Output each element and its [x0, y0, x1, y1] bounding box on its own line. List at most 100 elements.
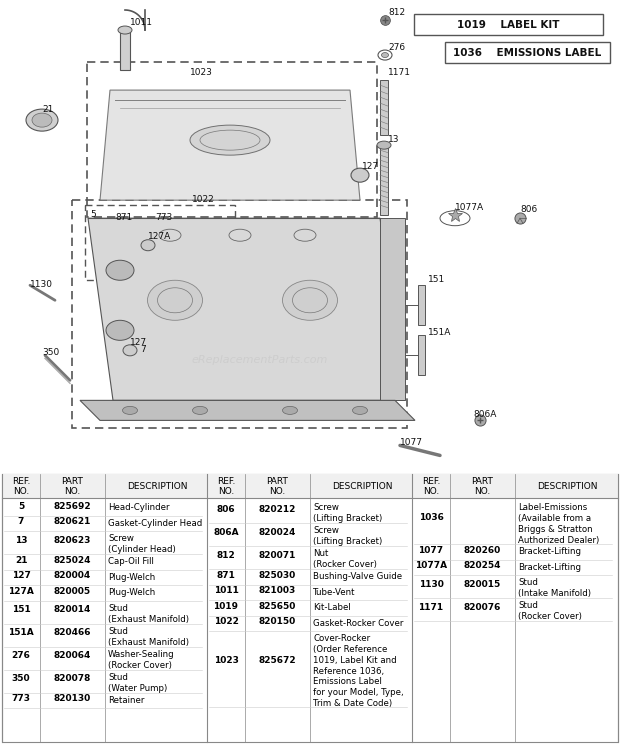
Text: DESCRIPTION: DESCRIPTION: [126, 482, 187, 491]
Text: 1171: 1171: [418, 603, 443, 612]
Text: 127: 127: [362, 162, 379, 171]
Text: Screw
(Lifting Bracket): Screw (Lifting Bracket): [313, 527, 383, 546]
Text: 350: 350: [12, 674, 30, 683]
Text: 825024: 825024: [54, 556, 91, 565]
Text: Gasket-Rocker Cover: Gasket-Rocker Cover: [313, 619, 404, 628]
Ellipse shape: [26, 109, 58, 131]
Bar: [85, 205, 235, 280]
Text: 5: 5: [90, 211, 95, 219]
Text: 820078: 820078: [54, 674, 91, 683]
Text: 820466: 820466: [54, 628, 91, 637]
Text: 1022: 1022: [192, 195, 215, 204]
Text: 820623: 820623: [54, 536, 91, 545]
Text: 820014: 820014: [54, 605, 91, 615]
Bar: [72, 200, 407, 429]
Text: 127A: 127A: [8, 587, 34, 596]
Text: 773: 773: [12, 694, 30, 703]
Text: Retainer: Retainer: [108, 696, 144, 705]
Text: 825692: 825692: [54, 502, 91, 511]
Bar: [87, 62, 377, 217]
Polygon shape: [88, 218, 405, 400]
Text: 5: 5: [18, 502, 24, 511]
Ellipse shape: [118, 26, 132, 34]
Text: 276: 276: [388, 43, 405, 52]
Text: 812: 812: [216, 551, 236, 559]
Text: PART
NO.: PART NO.: [61, 477, 84, 496]
Ellipse shape: [283, 406, 298, 414]
Text: 151A: 151A: [8, 628, 34, 637]
Text: 1077: 1077: [418, 546, 443, 555]
Text: 825672: 825672: [259, 655, 296, 664]
Text: 1130: 1130: [418, 580, 443, 589]
Text: Gasket-Cylinder Head: Gasket-Cylinder Head: [108, 519, 202, 528]
Polygon shape: [80, 400, 415, 420]
Text: Stud
(Intake Manifold): Stud (Intake Manifold): [518, 578, 591, 598]
Text: 806: 806: [520, 205, 538, 214]
Ellipse shape: [283, 280, 337, 321]
Text: Plug-Welch: Plug-Welch: [108, 573, 155, 582]
Ellipse shape: [190, 125, 270, 155]
Text: 1023: 1023: [213, 655, 239, 664]
Text: 13: 13: [388, 135, 399, 144]
Text: 350: 350: [42, 348, 60, 357]
Text: 806: 806: [216, 504, 236, 513]
Text: Bushing-Valve Guide: Bushing-Valve Guide: [313, 572, 402, 582]
Text: REF.
NO.: REF. NO.: [217, 477, 235, 496]
Text: 1019    LABEL KIT: 1019 LABEL KIT: [458, 20, 560, 30]
Text: 1022: 1022: [213, 618, 239, 626]
Text: 21: 21: [42, 105, 53, 114]
Text: 276: 276: [12, 651, 30, 660]
Bar: [120, 30, 130, 70]
Text: 820212: 820212: [259, 504, 296, 513]
Text: 773: 773: [155, 214, 172, 222]
Text: Tube-Vent: Tube-Vent: [313, 588, 355, 597]
Ellipse shape: [377, 141, 391, 149]
Text: 151: 151: [12, 605, 30, 615]
Text: 825030: 825030: [259, 571, 296, 580]
Text: Stud
(Exhaust Manifold): Stud (Exhaust Manifold): [108, 604, 189, 623]
Text: DESCRIPTION: DESCRIPTION: [537, 482, 597, 491]
Text: Label-Emissions
(Available from a
Briggs & Stratton
Authorized Dealer): Label-Emissions (Available from a Briggs…: [518, 504, 600, 545]
Ellipse shape: [123, 344, 137, 356]
Text: 806A: 806A: [473, 411, 497, 420]
Polygon shape: [100, 90, 360, 200]
Ellipse shape: [192, 406, 208, 414]
Text: 820260: 820260: [464, 546, 501, 555]
Text: Head-Cylinder: Head-Cylinder: [108, 504, 169, 513]
Text: 1011: 1011: [213, 586, 239, 595]
Text: Bracket-Lifting: Bracket-Lifting: [518, 563, 581, 572]
Ellipse shape: [381, 53, 389, 57]
Text: 1023: 1023: [190, 68, 213, 77]
Text: 1171: 1171: [388, 68, 411, 77]
Bar: [418, 336, 425, 376]
Text: 1011: 1011: [130, 18, 153, 27]
Text: 1036    EMISSIONS LABEL: 1036 EMISSIONS LABEL: [453, 48, 601, 58]
Ellipse shape: [32, 113, 52, 127]
Text: 820621: 820621: [54, 517, 91, 526]
Text: Washer-Sealing
(Rocker Cover): Washer-Sealing (Rocker Cover): [108, 650, 175, 670]
Text: Stud
(Water Pump): Stud (Water Pump): [108, 673, 167, 693]
Text: 820024: 820024: [259, 527, 296, 536]
Text: 871: 871: [115, 214, 132, 222]
Text: 7: 7: [140, 345, 146, 354]
Text: DESCRIPTION: DESCRIPTION: [332, 482, 392, 491]
Bar: [2, 475, 618, 498]
Text: 151A: 151A: [428, 328, 451, 337]
Text: 820150: 820150: [259, 618, 296, 626]
Text: Cap-Oil Fill: Cap-Oil Fill: [108, 557, 154, 566]
Bar: [380, 145, 388, 215]
Ellipse shape: [351, 168, 369, 182]
Ellipse shape: [141, 240, 155, 251]
Text: Cover-Rocker
(Order Reference
1019, Label Kit and
Reference 1036,
Emissions Labe: Cover-Rocker (Order Reference 1019, Labe…: [313, 635, 404, 708]
Text: 821003: 821003: [259, 586, 296, 595]
Text: 1036: 1036: [418, 513, 443, 522]
Text: 1077: 1077: [400, 438, 423, 447]
Text: REF.
NO.: REF. NO.: [422, 477, 440, 496]
Text: 825650: 825650: [259, 602, 296, 611]
Text: Stud
(Rocker Cover): Stud (Rocker Cover): [518, 601, 582, 621]
Text: 1077A: 1077A: [455, 203, 484, 212]
Ellipse shape: [106, 321, 134, 340]
Text: 1130: 1130: [30, 280, 53, 289]
Text: 127: 127: [130, 339, 147, 347]
Bar: [418, 285, 425, 325]
